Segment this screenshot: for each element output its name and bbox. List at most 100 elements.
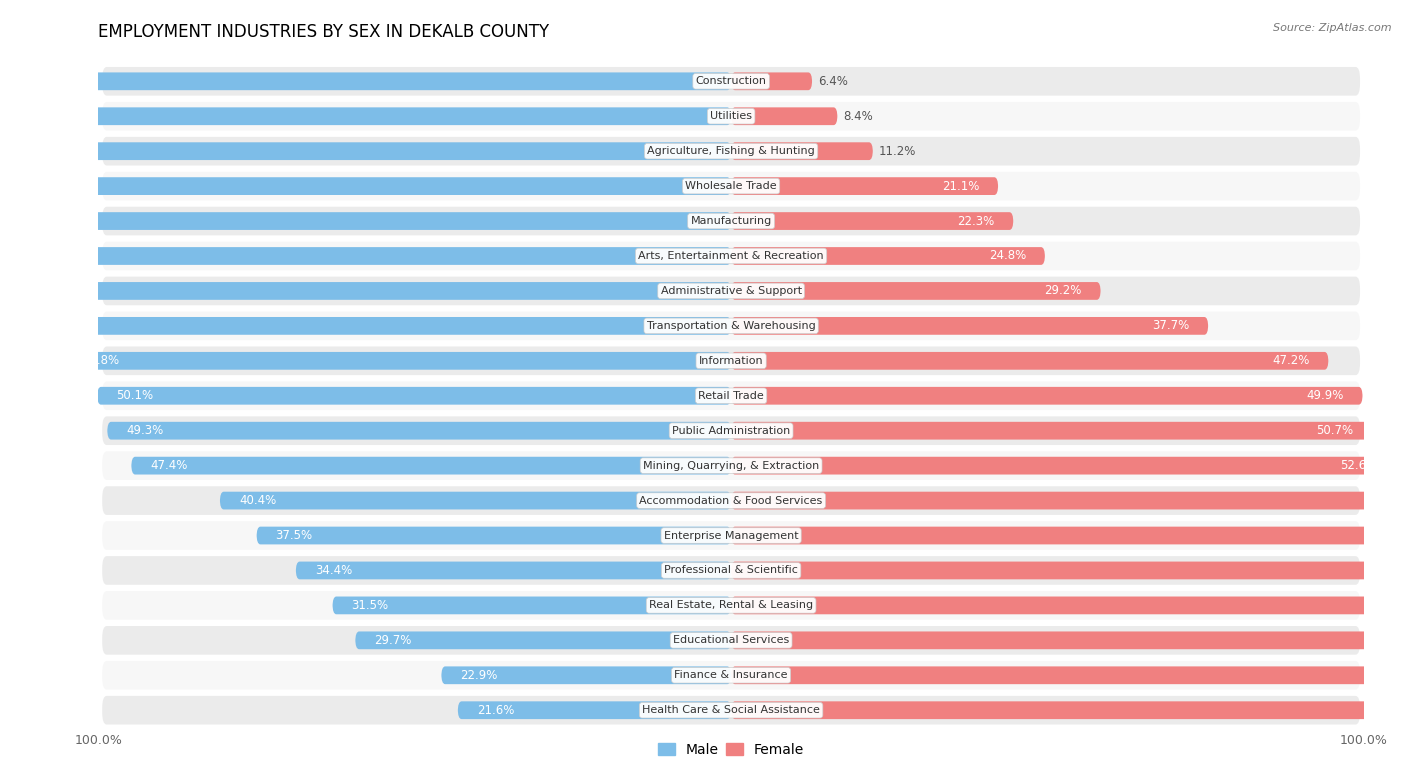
- FancyBboxPatch shape: [333, 597, 731, 615]
- Text: Real Estate, Rental & Leasing: Real Estate, Rental & Leasing: [650, 601, 813, 611]
- FancyBboxPatch shape: [97, 387, 731, 404]
- FancyBboxPatch shape: [356, 632, 731, 650]
- Text: Enterprise Management: Enterprise Management: [664, 531, 799, 541]
- FancyBboxPatch shape: [0, 107, 731, 125]
- Text: Arts, Entertainment & Recreation: Arts, Entertainment & Recreation: [638, 251, 824, 261]
- Text: 21.6%: 21.6%: [477, 704, 515, 717]
- Text: Utilities: Utilities: [710, 111, 752, 121]
- FancyBboxPatch shape: [0, 72, 731, 90]
- FancyBboxPatch shape: [731, 422, 1372, 439]
- Text: Information: Information: [699, 356, 763, 365]
- FancyBboxPatch shape: [731, 107, 838, 125]
- FancyBboxPatch shape: [103, 241, 1360, 270]
- FancyBboxPatch shape: [731, 247, 1045, 265]
- FancyBboxPatch shape: [0, 142, 731, 160]
- Text: 50.7%: 50.7%: [1316, 424, 1354, 437]
- Text: 49.9%: 49.9%: [1306, 390, 1344, 402]
- FancyBboxPatch shape: [103, 661, 1360, 690]
- Text: Wholesale Trade: Wholesale Trade: [685, 181, 778, 191]
- Text: Transportation & Warehousing: Transportation & Warehousing: [647, 321, 815, 331]
- FancyBboxPatch shape: [731, 142, 873, 160]
- FancyBboxPatch shape: [103, 452, 1360, 480]
- Text: 6.4%: 6.4%: [818, 74, 848, 88]
- FancyBboxPatch shape: [458, 702, 731, 719]
- Text: 47.4%: 47.4%: [150, 459, 187, 472]
- Text: 31.5%: 31.5%: [352, 599, 388, 612]
- Text: 49.3%: 49.3%: [127, 424, 163, 437]
- Text: Manufacturing: Manufacturing: [690, 216, 772, 226]
- FancyBboxPatch shape: [731, 527, 1406, 545]
- Text: Health Care & Social Assistance: Health Care & Social Assistance: [643, 705, 820, 715]
- FancyBboxPatch shape: [103, 521, 1360, 550]
- FancyBboxPatch shape: [103, 171, 1360, 200]
- Text: EMPLOYMENT INDUSTRIES BY SEX IN DEKALB COUNTY: EMPLOYMENT INDUSTRIES BY SEX IN DEKALB C…: [98, 23, 550, 41]
- FancyBboxPatch shape: [295, 562, 731, 580]
- Text: 50.1%: 50.1%: [117, 390, 153, 402]
- FancyBboxPatch shape: [0, 282, 731, 300]
- FancyBboxPatch shape: [0, 212, 731, 230]
- FancyBboxPatch shape: [0, 177, 731, 195]
- FancyBboxPatch shape: [731, 702, 1406, 719]
- FancyBboxPatch shape: [731, 457, 1396, 474]
- FancyBboxPatch shape: [131, 457, 731, 474]
- FancyBboxPatch shape: [103, 382, 1360, 410]
- FancyBboxPatch shape: [441, 667, 731, 684]
- FancyBboxPatch shape: [103, 311, 1360, 340]
- FancyBboxPatch shape: [731, 72, 813, 90]
- Text: 24.8%: 24.8%: [988, 250, 1026, 262]
- Text: 11.2%: 11.2%: [879, 144, 917, 158]
- FancyBboxPatch shape: [731, 597, 1406, 615]
- FancyBboxPatch shape: [103, 626, 1360, 655]
- FancyBboxPatch shape: [731, 632, 1406, 650]
- Text: Finance & Insurance: Finance & Insurance: [675, 670, 787, 681]
- Text: 52.6%: 52.6%: [1340, 459, 1378, 472]
- Text: 29.2%: 29.2%: [1045, 285, 1081, 297]
- FancyBboxPatch shape: [731, 177, 998, 195]
- Text: Public Administration: Public Administration: [672, 426, 790, 435]
- FancyBboxPatch shape: [731, 352, 1329, 369]
- FancyBboxPatch shape: [731, 282, 1101, 300]
- Legend: Male, Female: Male, Female: [652, 737, 810, 763]
- Text: Mining, Quarrying, & Extraction: Mining, Quarrying, & Extraction: [643, 461, 820, 470]
- Text: 22.3%: 22.3%: [957, 214, 994, 227]
- Text: Educational Services: Educational Services: [673, 636, 789, 646]
- Text: Retail Trade: Retail Trade: [699, 391, 763, 400]
- Text: Construction: Construction: [696, 76, 766, 86]
- FancyBboxPatch shape: [731, 387, 1362, 404]
- FancyBboxPatch shape: [731, 492, 1406, 510]
- Text: 40.4%: 40.4%: [239, 494, 276, 507]
- FancyBboxPatch shape: [103, 102, 1360, 130]
- Text: 34.4%: 34.4%: [315, 564, 352, 577]
- FancyBboxPatch shape: [103, 556, 1360, 585]
- FancyBboxPatch shape: [219, 492, 731, 510]
- Text: 22.9%: 22.9%: [460, 669, 498, 682]
- FancyBboxPatch shape: [103, 347, 1360, 375]
- FancyBboxPatch shape: [103, 276, 1360, 305]
- FancyBboxPatch shape: [103, 417, 1360, 445]
- Text: 8.4%: 8.4%: [844, 109, 873, 123]
- FancyBboxPatch shape: [731, 562, 1406, 580]
- Text: 52.8%: 52.8%: [82, 355, 120, 367]
- FancyBboxPatch shape: [257, 527, 731, 545]
- FancyBboxPatch shape: [103, 591, 1360, 620]
- FancyBboxPatch shape: [731, 667, 1406, 684]
- Text: 47.2%: 47.2%: [1272, 355, 1309, 367]
- FancyBboxPatch shape: [103, 696, 1360, 725]
- FancyBboxPatch shape: [103, 137, 1360, 165]
- FancyBboxPatch shape: [731, 317, 1208, 334]
- FancyBboxPatch shape: [0, 247, 731, 265]
- FancyBboxPatch shape: [107, 422, 731, 439]
- FancyBboxPatch shape: [103, 67, 1360, 95]
- FancyBboxPatch shape: [0, 317, 731, 334]
- FancyBboxPatch shape: [103, 487, 1360, 515]
- Text: Agriculture, Fishing & Hunting: Agriculture, Fishing & Hunting: [647, 146, 815, 156]
- Text: Source: ZipAtlas.com: Source: ZipAtlas.com: [1274, 23, 1392, 33]
- Text: 37.7%: 37.7%: [1152, 320, 1189, 332]
- Text: 37.5%: 37.5%: [276, 529, 312, 542]
- Text: Accommodation & Food Services: Accommodation & Food Services: [640, 496, 823, 506]
- Text: Administrative & Support: Administrative & Support: [661, 286, 801, 296]
- FancyBboxPatch shape: [731, 212, 1014, 230]
- FancyBboxPatch shape: [63, 352, 731, 369]
- Text: 29.7%: 29.7%: [374, 634, 412, 647]
- Text: Professional & Scientific: Professional & Scientific: [664, 566, 799, 576]
